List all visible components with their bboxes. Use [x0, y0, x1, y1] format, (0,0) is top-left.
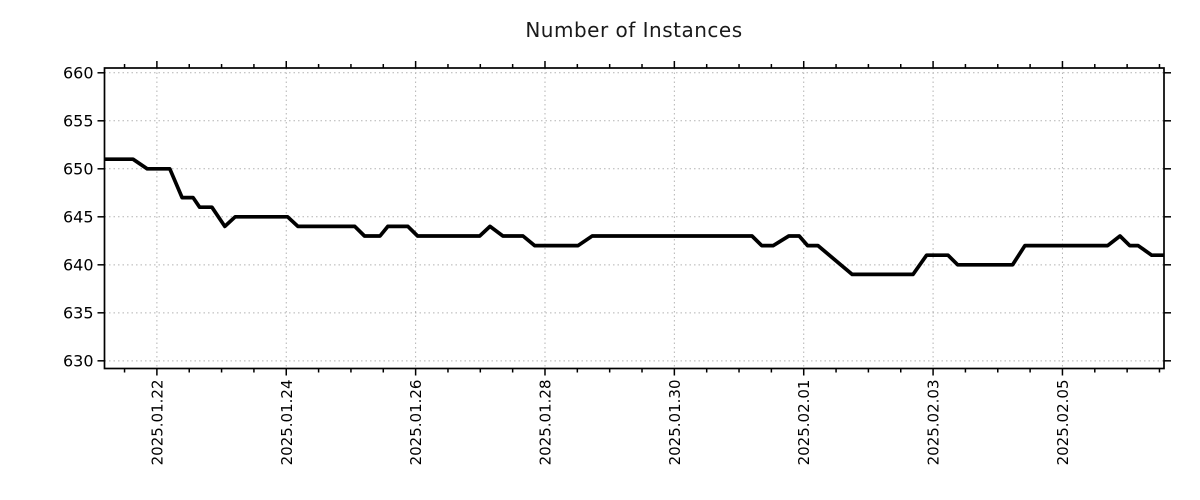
- y-tick-label: 635: [63, 303, 94, 322]
- chart-title: Number of Instances: [525, 18, 743, 42]
- y-tick-label: 655: [63, 111, 94, 130]
- y-tick-label: 645: [63, 207, 94, 226]
- y-tick-label: 660: [63, 63, 94, 82]
- plot-border: [103, 67, 1165, 370]
- y-tick-label: 640: [63, 255, 94, 274]
- y-tick-label: 630: [63, 351, 94, 370]
- y-tick-label: 650: [63, 159, 94, 178]
- x-tick-label: 2025.02.05: [1054, 380, 1072, 466]
- x-tick-label: 2025.01.30: [666, 380, 684, 466]
- x-tick-label: 2025.01.28: [536, 380, 554, 466]
- x-tick-label: 2025.01.24: [278, 380, 296, 466]
- x-tick-label: 2025.01.22: [148, 380, 166, 466]
- series-line-instances: [104, 157, 1164, 277]
- x-tick-label: 2025.02.01: [795, 380, 813, 466]
- x-tick-label: 2025.02.03: [925, 379, 943, 465]
- x-tick-label: 2025.01.26: [407, 380, 425, 466]
